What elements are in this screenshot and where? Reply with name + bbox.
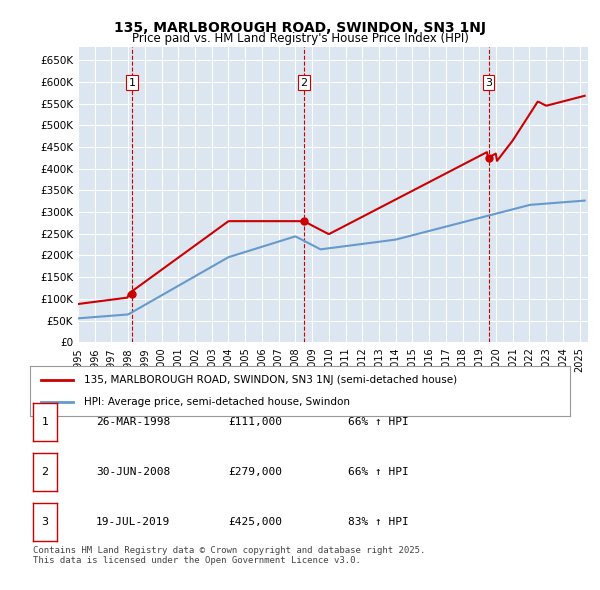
Text: 1: 1	[41, 417, 49, 427]
Text: 30-JUN-2008: 30-JUN-2008	[96, 467, 170, 477]
Text: 3: 3	[485, 78, 492, 87]
Text: 19-JUL-2019: 19-JUL-2019	[96, 517, 170, 527]
Text: 66% ↑ HPI: 66% ↑ HPI	[348, 467, 409, 477]
Text: £111,000: £111,000	[228, 417, 282, 427]
Text: 83% ↑ HPI: 83% ↑ HPI	[348, 517, 409, 527]
Text: 2: 2	[41, 467, 49, 477]
Text: 135, MARLBOROUGH ROAD, SWINDON, SN3 1NJ: 135, MARLBOROUGH ROAD, SWINDON, SN3 1NJ	[114, 21, 486, 35]
Text: £425,000: £425,000	[228, 517, 282, 527]
Text: Price paid vs. HM Land Registry's House Price Index (HPI): Price paid vs. HM Land Registry's House …	[131, 32, 469, 45]
Text: 2: 2	[300, 78, 307, 87]
Text: 26-MAR-1998: 26-MAR-1998	[96, 417, 170, 427]
Text: 3: 3	[41, 517, 49, 527]
Text: 66% ↑ HPI: 66% ↑ HPI	[348, 417, 409, 427]
Text: HPI: Average price, semi-detached house, Swindon: HPI: Average price, semi-detached house,…	[84, 397, 350, 407]
Text: 135, MARLBOROUGH ROAD, SWINDON, SN3 1NJ (semi-detached house): 135, MARLBOROUGH ROAD, SWINDON, SN3 1NJ …	[84, 375, 457, 385]
Text: 1: 1	[128, 78, 136, 87]
Text: Contains HM Land Registry data © Crown copyright and database right 2025.
This d: Contains HM Land Registry data © Crown c…	[33, 546, 425, 565]
Text: £279,000: £279,000	[228, 467, 282, 477]
